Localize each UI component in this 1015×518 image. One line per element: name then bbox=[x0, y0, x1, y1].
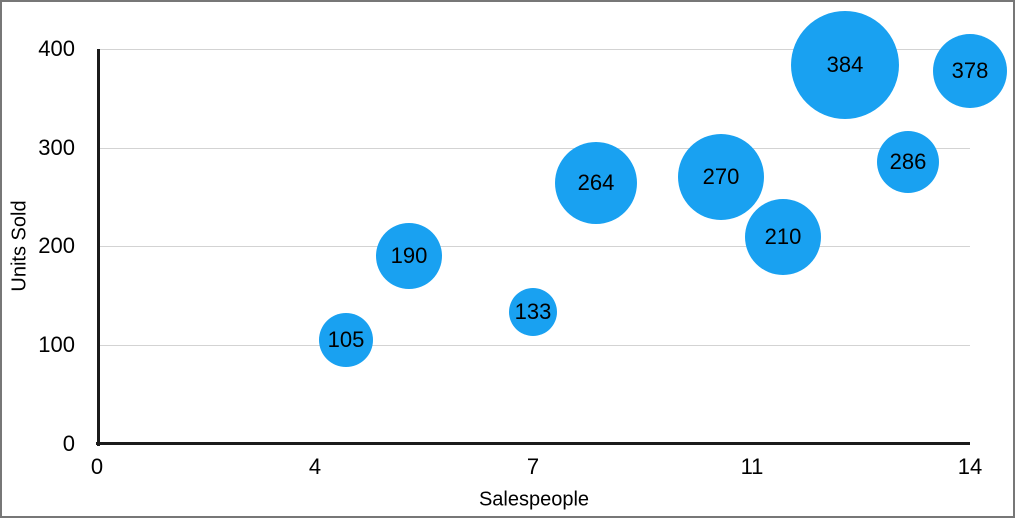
y-axis-title: Units Sold bbox=[8, 200, 31, 292]
bubble-264[interactable]: 264 bbox=[555, 142, 637, 224]
bubble-label: 190 bbox=[390, 243, 428, 268]
x-tick-label-4: 4 bbox=[308, 454, 322, 479]
bubble-210[interactable]: 210 bbox=[745, 199, 821, 275]
bubble-label: 210 bbox=[764, 224, 802, 249]
bubble-286[interactable]: 286 bbox=[877, 131, 939, 193]
bubble-105[interactable]: 105 bbox=[319, 313, 373, 367]
bubble-270[interactable]: 270 bbox=[678, 134, 764, 220]
bubble-384[interactable]: 384 bbox=[791, 11, 899, 119]
x-axis-line bbox=[96, 442, 970, 445]
x-tick-label-11: 11 bbox=[740, 454, 764, 479]
bubble-label: 133 bbox=[514, 299, 552, 324]
y-tick-label-300: 300 bbox=[38, 135, 75, 160]
bubble-133[interactable]: 133 bbox=[509, 288, 557, 336]
bubble-label: 378 bbox=[951, 58, 989, 83]
bubble-190[interactable]: 190 bbox=[376, 223, 442, 289]
bubble-label: 384 bbox=[826, 52, 864, 77]
bubble-label: 270 bbox=[702, 164, 740, 189]
x-tick-label-7: 7 bbox=[526, 454, 540, 479]
bubble-label: 105 bbox=[327, 327, 365, 352]
gridline-400 bbox=[97, 49, 970, 50]
y-tick-label-400: 400 bbox=[38, 36, 75, 61]
gridline-100 bbox=[97, 345, 970, 346]
x-tick-label-14: 14 bbox=[957, 454, 983, 479]
y-tick-label-0: 0 bbox=[62, 431, 75, 456]
x-tick-label-0: 0 bbox=[90, 454, 104, 479]
y-axis-line bbox=[97, 49, 100, 446]
gridline-200 bbox=[97, 246, 970, 247]
gridline-300 bbox=[97, 148, 970, 149]
bubble-label: 286 bbox=[889, 149, 927, 174]
y-tick-label-200: 200 bbox=[38, 233, 75, 258]
y-tick-label-100: 100 bbox=[38, 332, 75, 357]
bubble-label: 264 bbox=[577, 170, 615, 195]
x-axis-title: Salespeople bbox=[478, 488, 590, 511]
bubble-378[interactable]: 378 bbox=[933, 34, 1007, 108]
